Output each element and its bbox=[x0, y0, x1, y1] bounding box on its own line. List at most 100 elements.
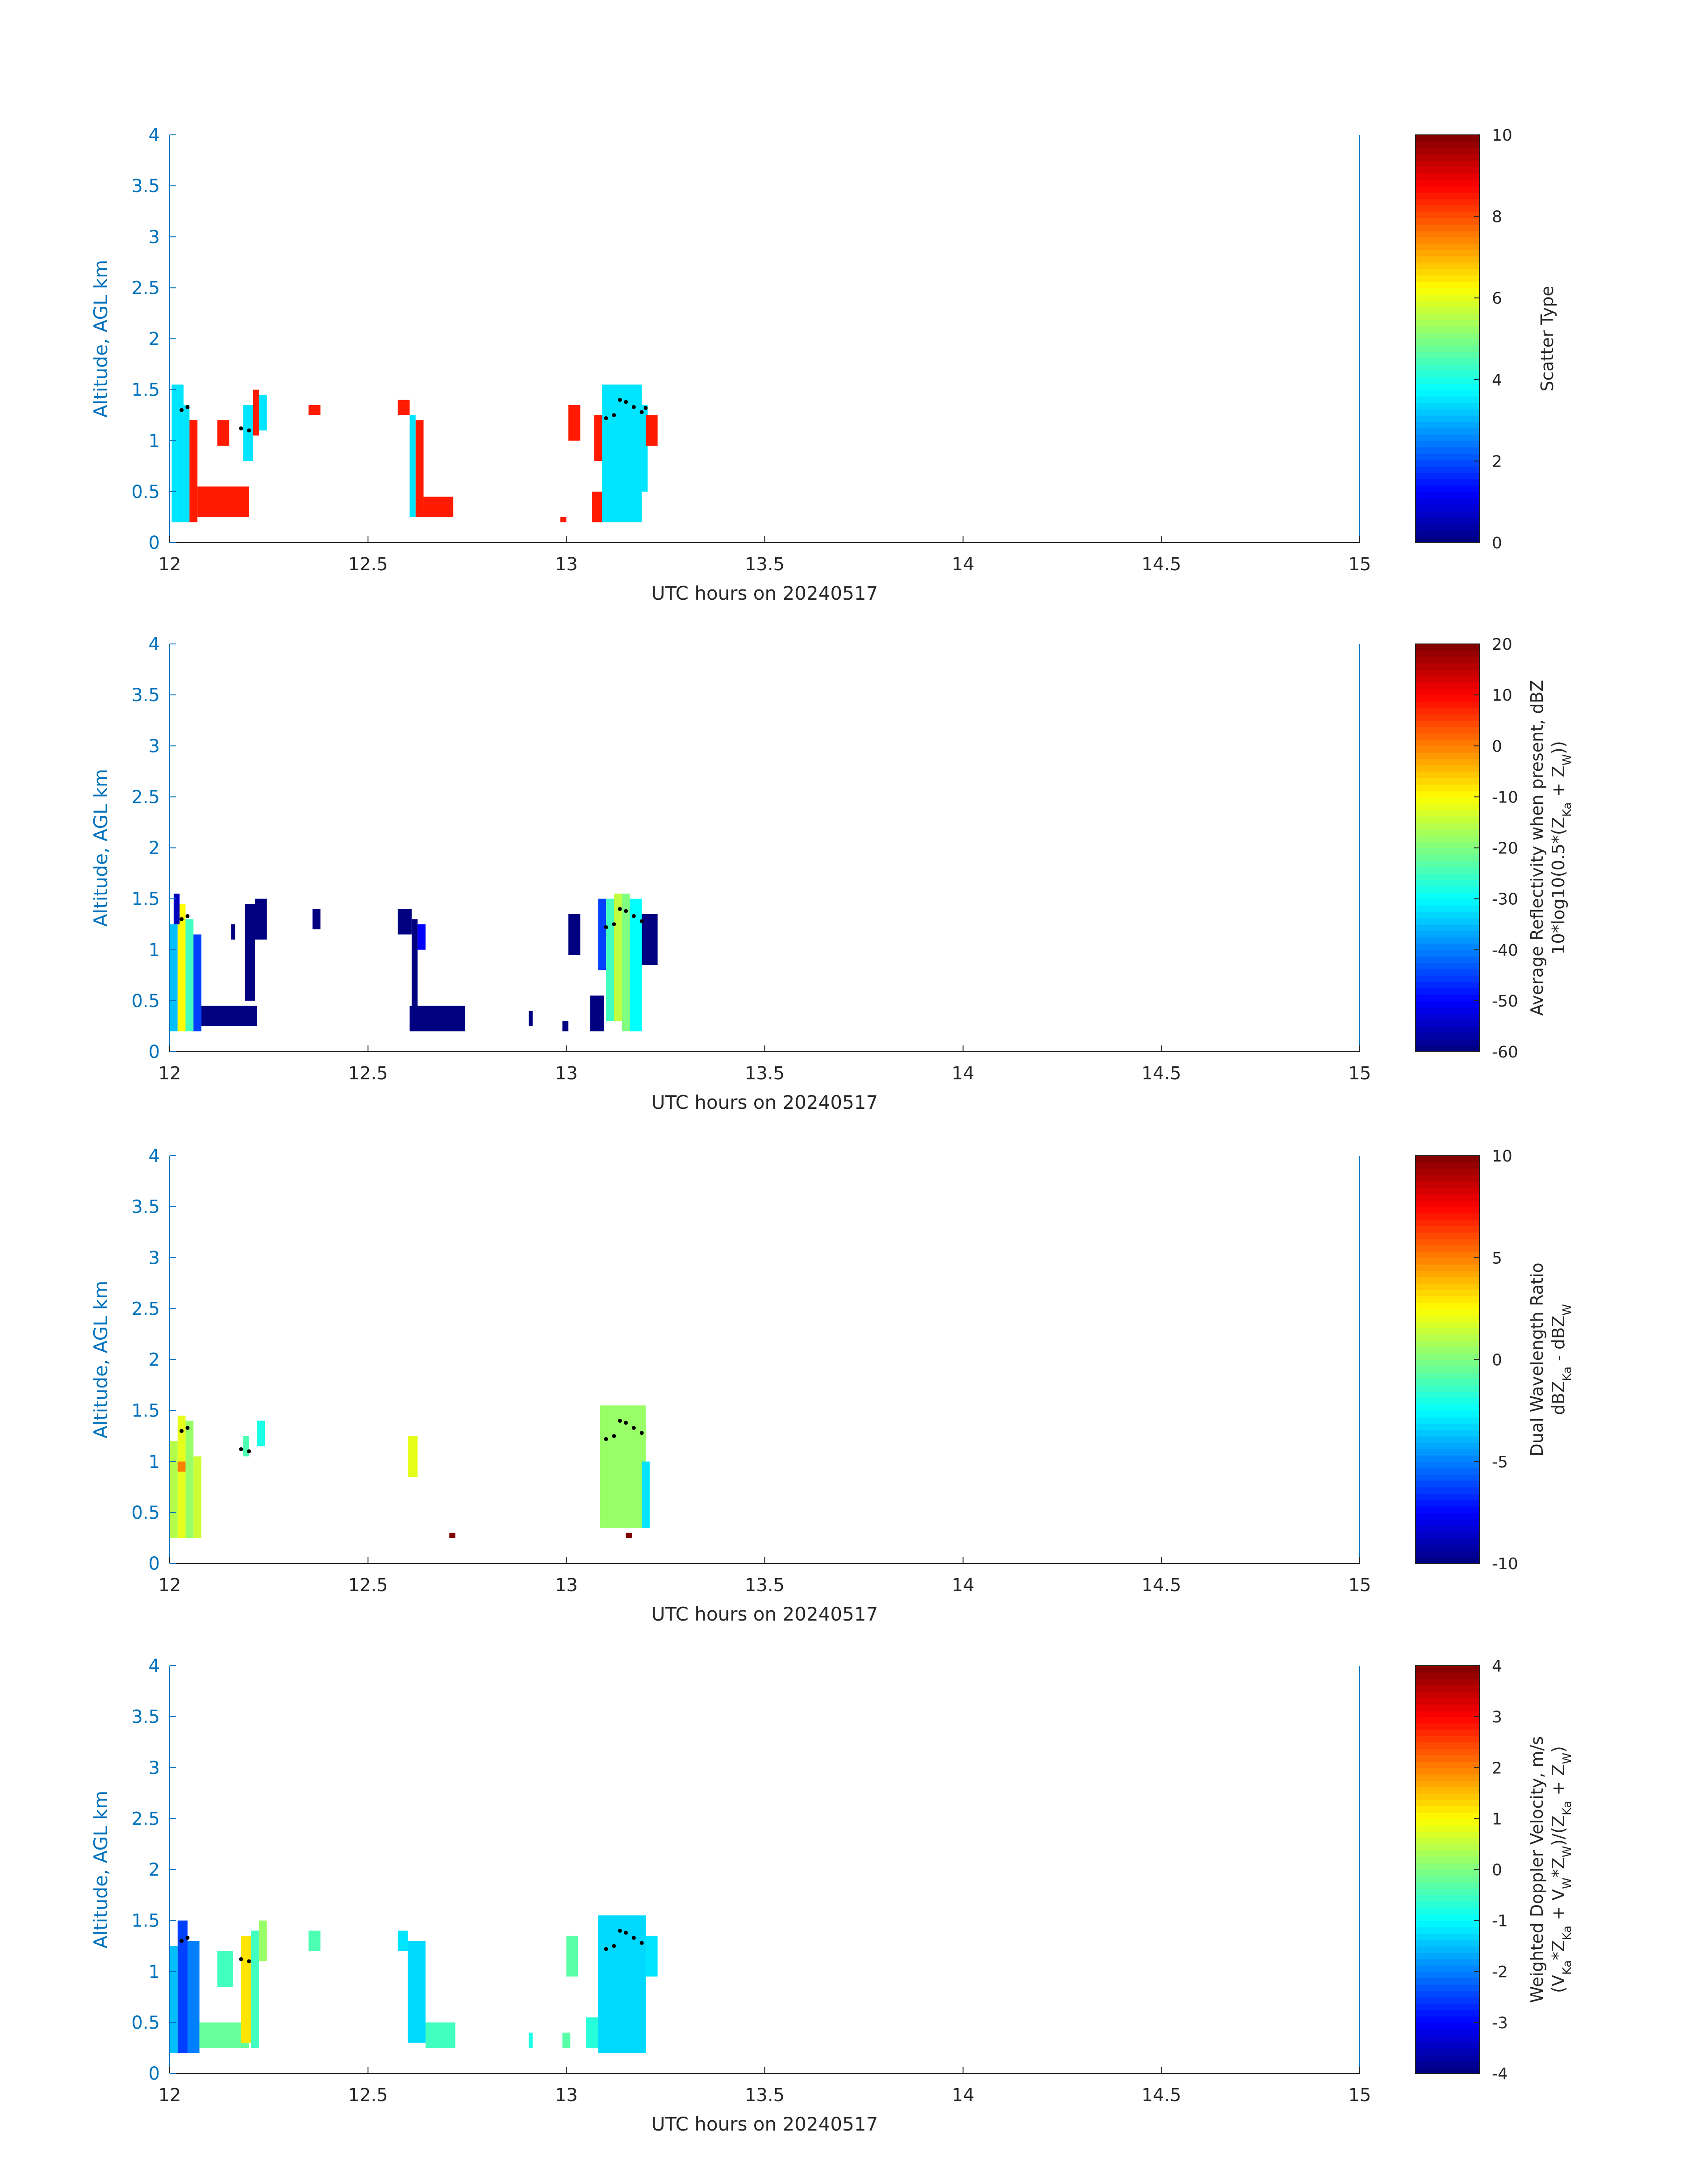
y-tick-label: 2 bbox=[149, 329, 160, 350]
colorbar-tick-label: 10 bbox=[1492, 686, 1512, 705]
y-tick-label: 1.5 bbox=[131, 380, 160, 401]
colorbar-segment bbox=[1416, 389, 1479, 397]
chart-panel-3: 0 0.5 1 1.5 2 2.5 3 3.5 4 12 12.5 13 13.5 14 14.5 15 UTC… bbox=[90, 1146, 1574, 1625]
colorbar-segment bbox=[1416, 1550, 1479, 1558]
colorbar-segment bbox=[1416, 1908, 1479, 1915]
colorbar-segment bbox=[1416, 2067, 1479, 2074]
marker-point bbox=[180, 408, 184, 412]
colorbar-segment bbox=[1416, 1334, 1479, 1341]
marker-point bbox=[185, 405, 190, 409]
colorbar-segment bbox=[1416, 1238, 1479, 1245]
colorbar-segment bbox=[1416, 1245, 1479, 1252]
heatmap-cell bbox=[217, 420, 230, 446]
colorbar-segment bbox=[1416, 211, 1479, 218]
heatmap-cell bbox=[308, 1930, 321, 1951]
colorbar-segment bbox=[1416, 428, 1479, 435]
colorbar-segment bbox=[1416, 803, 1479, 810]
colorbar-segment bbox=[1416, 1512, 1479, 1520]
colorbar-segment bbox=[1416, 1997, 1479, 2004]
colorbar-segment bbox=[1416, 179, 1479, 187]
colorbar-segment bbox=[1416, 1366, 1479, 1373]
y-tick-label: 3.5 bbox=[131, 685, 160, 706]
colorbar-segment bbox=[1416, 307, 1479, 314]
colorbar-tick-label: -50 bbox=[1492, 992, 1518, 1011]
y-tick-label: 2.5 bbox=[131, 278, 160, 298]
colorbar-segment bbox=[1416, 816, 1479, 823]
heatmap-cell bbox=[614, 894, 622, 1021]
colorbar-segment bbox=[1416, 771, 1479, 778]
marker-point bbox=[180, 1429, 184, 1433]
heatmap-cell bbox=[193, 934, 202, 1032]
colorbar-tick-label: 0 bbox=[1492, 1351, 1502, 1370]
colorbar-segment bbox=[1416, 994, 1479, 1001]
x-tick-label: 14 bbox=[952, 554, 974, 575]
colorbar-segment bbox=[1416, 949, 1479, 957]
colorbar-segment bbox=[1416, 2016, 1479, 2023]
heatmap-cell bbox=[397, 400, 410, 415]
x-tick-label: 14.5 bbox=[1141, 554, 1181, 575]
colorbar-segment bbox=[1416, 1856, 1479, 1864]
colorbar-segment bbox=[1416, 1474, 1479, 1481]
colorbar-segment bbox=[1416, 1353, 1479, 1360]
colorbar-segment bbox=[1416, 669, 1479, 677]
x-tick-label: 12.5 bbox=[348, 554, 388, 575]
x-tick-label: 14.5 bbox=[1141, 1575, 1181, 1596]
colorbar-segment bbox=[1416, 1207, 1479, 1214]
colorbar-segment bbox=[1416, 727, 1479, 734]
colorbar-segment bbox=[1416, 1787, 1479, 1794]
heatmap-cell bbox=[590, 995, 604, 1032]
colorbar-segment bbox=[1416, 1735, 1479, 1743]
colorbar-segment bbox=[1416, 205, 1479, 212]
colorbar-segment bbox=[1416, 1423, 1479, 1430]
colorbar-tick-label: 0 bbox=[1492, 1861, 1502, 1880]
x-tick-label: 15 bbox=[1349, 1063, 1371, 1084]
colorbar-segment bbox=[1416, 1013, 1479, 1020]
marker-point bbox=[239, 1957, 243, 1961]
heatmap-cell bbox=[170, 1946, 178, 2053]
heatmap-cell bbox=[646, 1935, 658, 1977]
x-tick-label: 15 bbox=[1349, 1575, 1371, 1596]
colorbar-segment bbox=[1416, 319, 1479, 326]
colorbar-segment bbox=[1416, 905, 1479, 912]
y-tick-label: 2.5 bbox=[131, 787, 160, 807]
heatmap-cell bbox=[245, 904, 255, 1001]
heatmap-cell bbox=[243, 1436, 249, 1457]
marker-point bbox=[639, 1431, 644, 1435]
colorbar-segment bbox=[1416, 1755, 1479, 1762]
colorbar-segment bbox=[1416, 1710, 1479, 1717]
colorbar-segment bbox=[1416, 1672, 1479, 1679]
heatmap-cell bbox=[397, 909, 412, 935]
heatmap-cell bbox=[449, 1533, 455, 1538]
colorbar-segment bbox=[1416, 217, 1479, 225]
colorbar-segment bbox=[1416, 440, 1479, 448]
colorbar-segment bbox=[1416, 2041, 1479, 2048]
heatmap-cell bbox=[217, 1951, 234, 1987]
y-tick-label: 2 bbox=[149, 1860, 160, 1880]
y-tick-label: 0.5 bbox=[131, 991, 160, 1011]
colorbar-segment bbox=[1416, 1506, 1479, 1513]
colorbar-segment bbox=[1416, 937, 1479, 944]
colorbar-segment bbox=[1416, 1372, 1479, 1379]
colorbar-segment bbox=[1416, 1717, 1479, 1724]
y-tick-label: 0.5 bbox=[131, 1503, 160, 1523]
heatmap-cell bbox=[257, 1421, 265, 1446]
colorbar-segment bbox=[1416, 1258, 1479, 1265]
colorbar-segment bbox=[1416, 364, 1479, 371]
colorbar-segment bbox=[1416, 154, 1479, 161]
colorbar-segment bbox=[1416, 886, 1479, 893]
colorbar-segment bbox=[1416, 135, 1479, 142]
heatmap-cell bbox=[598, 898, 606, 970]
colorbar-segment bbox=[1416, 676, 1479, 683]
heatmap-cell bbox=[187, 1941, 200, 2053]
colorbar-segment bbox=[1416, 1525, 1479, 1532]
colorbar-segment bbox=[1416, 453, 1479, 460]
colorbar-segment bbox=[1416, 848, 1479, 855]
heatmap-cell bbox=[241, 1935, 251, 2043]
x-axis-label: UTC hours on 20240517 bbox=[651, 1603, 878, 1625]
colorbar-segment bbox=[1416, 1812, 1479, 1819]
colorbar-tick-label: 0 bbox=[1492, 737, 1502, 756]
colorbar-tick-label: -60 bbox=[1492, 1043, 1518, 1061]
y-tick-label: 1.5 bbox=[131, 889, 160, 910]
heatmap-cell bbox=[562, 2032, 571, 2048]
